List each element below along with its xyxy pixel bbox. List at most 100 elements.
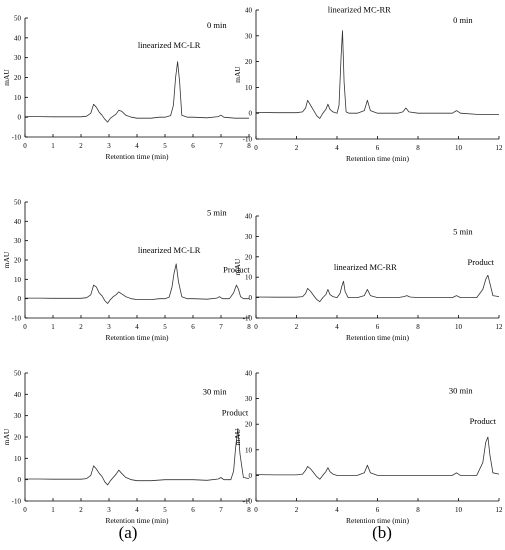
y-tick-label: 10 xyxy=(14,455,22,463)
x-tick-label: 10 xyxy=(455,323,463,331)
y-tick-label: 30 xyxy=(14,237,22,245)
x-tick-label: 0 xyxy=(23,323,27,331)
y-tick-label: 0 xyxy=(18,114,22,122)
x-tick-label: 6 xyxy=(191,142,195,150)
chromatogram-line xyxy=(255,30,499,119)
x-tick-label: 4 xyxy=(335,144,339,152)
annotation-label: Product xyxy=(470,416,497,426)
annotation-label: 0 min xyxy=(207,20,227,30)
y-tick-label: 20 xyxy=(245,421,253,429)
x-tick-label: 0 xyxy=(254,506,258,514)
caption-a: (a) xyxy=(118,523,138,542)
annotation-label: linearized MC-RR xyxy=(328,5,391,15)
y-tick-label: 20 xyxy=(14,257,22,265)
x-tick-label: 4 xyxy=(135,323,139,331)
y-tick-label: 20 xyxy=(245,58,253,66)
chromatogram-line xyxy=(255,274,500,303)
y-tick-label: 30 xyxy=(14,412,22,420)
y-tick-label: 40 xyxy=(245,7,253,15)
x-tick-label: 2 xyxy=(295,506,299,514)
y-axis-label: mAU xyxy=(233,258,242,275)
x-tick-label: 4 xyxy=(135,506,139,514)
annotation-label: Product xyxy=(223,265,250,275)
x-tick-label: 3 xyxy=(107,506,111,514)
x-tick-label: 5 xyxy=(163,506,167,514)
x-axis-label: Retention time (min) xyxy=(106,516,169,525)
y-tick-label: 0 xyxy=(249,294,253,302)
chromatogram-line xyxy=(25,428,250,486)
x-tick-label: 0 xyxy=(254,323,258,331)
x-tick-label: 3 xyxy=(107,142,111,150)
x-tick-label: 8 xyxy=(416,144,420,152)
x-tick-label: 8 xyxy=(247,323,251,331)
y-tick-label: 0 xyxy=(18,295,22,303)
y-tick-label: 40 xyxy=(14,34,22,42)
x-tick-label: 10 xyxy=(455,144,463,152)
y-axis-label: mAU xyxy=(2,428,11,445)
y-axis-label: mAU xyxy=(2,251,11,268)
x-tick-label: 7 xyxy=(219,142,223,150)
y-axis-label: mAU xyxy=(233,428,242,445)
y-tick-label: 30 xyxy=(245,32,253,40)
x-tick-label: 12 xyxy=(496,506,504,514)
y-tick-label: 20 xyxy=(14,74,22,82)
chromatogram-line xyxy=(25,61,249,123)
x-tick-label: 12 xyxy=(496,144,504,152)
caption-b: (b) xyxy=(372,523,392,542)
x-tick-label: 0 xyxy=(23,506,27,514)
annotation-label: linearized MC-LR xyxy=(138,245,201,255)
y-tick-label: 10 xyxy=(14,94,22,102)
y-tick-label: 30 xyxy=(245,233,253,241)
y-tick-label: 40 xyxy=(14,218,22,226)
x-tick-label: 5 xyxy=(163,323,167,331)
y-tick-label: 10 xyxy=(245,274,253,282)
annotation-label: linearized MC-RR xyxy=(334,262,397,272)
y-tick-label: 0 xyxy=(249,472,253,480)
x-tick-label: 2 xyxy=(79,323,83,331)
x-tick-label: 6 xyxy=(376,323,380,331)
x-axis-label: Retention time (min) xyxy=(346,516,409,525)
annotation-label: Product xyxy=(468,257,495,267)
chromatogram-line xyxy=(255,436,500,480)
y-tick-label: 50 xyxy=(14,370,22,378)
x-tick-label: 6 xyxy=(191,506,195,514)
x-tick-label: 7 xyxy=(219,323,223,331)
x-tick-label: 8 xyxy=(416,323,420,331)
annotation-label: 30 min xyxy=(449,385,474,395)
y-tick-label: 10 xyxy=(245,84,253,92)
annotation-label: Product xyxy=(222,408,249,418)
x-tick-label: 1 xyxy=(51,506,55,514)
x-tick-label: 1 xyxy=(51,323,55,331)
x-axis-label: Retention time (min) xyxy=(346,333,409,342)
x-tick-label: 1 xyxy=(51,142,55,150)
chromatogram-line xyxy=(25,263,249,304)
x-tick-label: 6 xyxy=(376,144,380,152)
y-tick-label: -10 xyxy=(12,498,22,506)
x-axis-label: Retention time (min) xyxy=(106,333,169,342)
x-axis-label: Retention time (min) xyxy=(346,154,409,163)
x-tick-label: 4 xyxy=(335,323,339,331)
x-tick-label: 6 xyxy=(191,323,195,331)
annotation-label: linearized MC-LR xyxy=(138,40,201,50)
x-tick-label: 0 xyxy=(254,144,258,152)
y-tick-label: -10 xyxy=(12,315,22,323)
y-tick-label: 40 xyxy=(245,370,253,378)
y-tick-label: 50 xyxy=(14,199,22,207)
y-tick-label: 40 xyxy=(14,391,22,399)
y-tick-label: 30 xyxy=(245,395,253,403)
y-tick-label: 20 xyxy=(245,253,253,261)
annotation-label: 30 min xyxy=(203,386,228,396)
x-tick-label: 0 xyxy=(23,142,27,150)
y-tick-label: 0 xyxy=(249,110,253,118)
x-tick-label: 4 xyxy=(135,142,139,150)
x-tick-label: 4 xyxy=(335,506,339,514)
annotation-label: 5 min xyxy=(453,226,473,236)
y-tick-label: -10 xyxy=(243,498,253,506)
y-tick-label: 50 xyxy=(14,15,22,23)
